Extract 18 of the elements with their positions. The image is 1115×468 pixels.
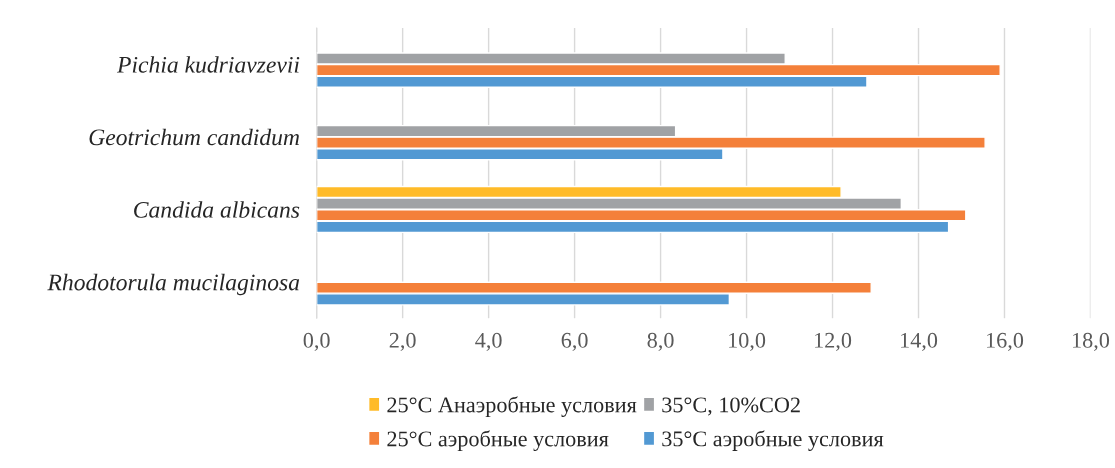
x-tick-label: 0,0	[303, 332, 330, 351]
x-tick-label: 8,0	[647, 332, 674, 351]
y-tick-label: Candida albicans	[134, 201, 300, 218]
y-tick-label: Geotrichum candidum	[89, 128, 299, 146]
x-tick-label: 4,0	[475, 332, 502, 351]
x-tick-label: 10,0	[729, 332, 766, 351]
x-tick-label: 6,0	[561, 332, 588, 351]
legend-label: 25°C Анаэробные условия	[387, 396, 637, 417]
x-tick-label: 16,0	[987, 332, 1024, 351]
x-tick-label: 18,0	[1072, 332, 1110, 351]
legend-label: 25°C аэробные условия	[387, 430, 609, 452]
legend-label: 35°C аэробные условия	[662, 430, 884, 451]
y-tick-label: Pichia kudriavzevii	[116, 56, 300, 73]
x-tick-label: 2,0	[389, 332, 416, 351]
x-tick-label: 14,0	[901, 332, 938, 351]
legend-label: 35°C, 10%CO2	[662, 397, 800, 416]
x-tick-label: 12,0	[815, 332, 852, 351]
y-tick-label: Rhodotorula mucilaginosa	[47, 273, 300, 296]
